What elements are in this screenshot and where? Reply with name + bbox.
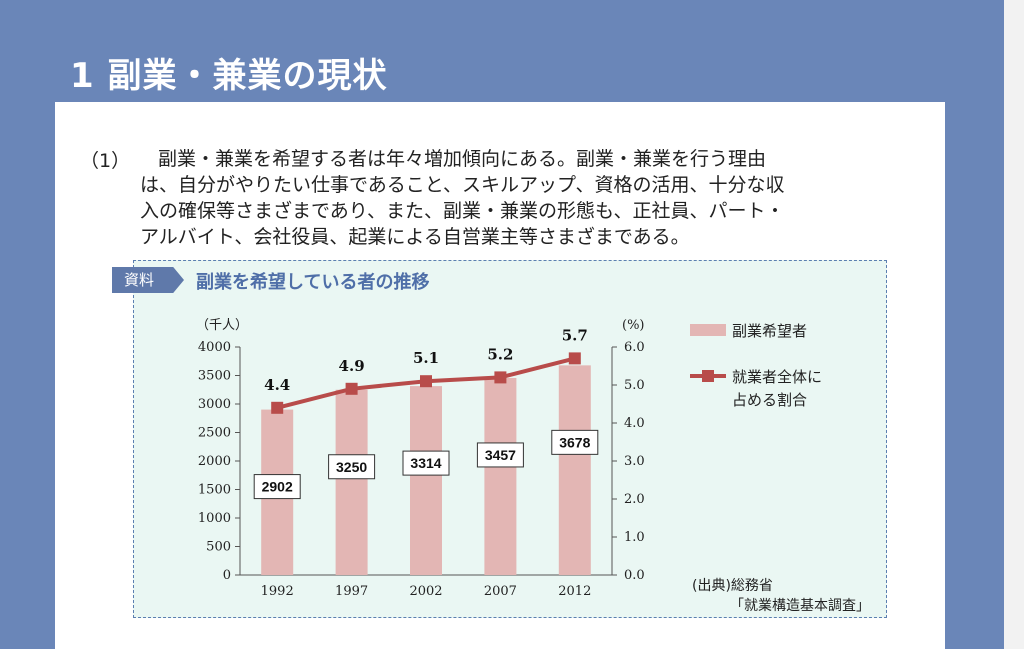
bar-value-label: 3314 — [410, 455, 441, 471]
ratio-value-label: 5.7 — [562, 326, 588, 344]
ratio-value-label: 4.4 — [264, 376, 290, 394]
bar — [410, 386, 442, 575]
paragraph-line: 副業・兼業を希望する者は年々増加傾向にある。副業・兼業を行う理由 — [158, 148, 767, 170]
right-tick-label: 6.0 — [624, 340, 645, 355]
bar-value-label: 3457 — [485, 447, 516, 463]
left-tick-label: 2500 — [198, 426, 231, 441]
ratio-value-label: 5.1 — [413, 349, 439, 367]
right-axis-unit: (%) — [622, 318, 645, 333]
right-tick-label: 0.0 — [624, 568, 645, 583]
x-tick-label: 2002 — [409, 584, 442, 599]
legend-line-label: 就業者全体に — [732, 368, 822, 386]
bar-value-box — [402, 450, 450, 476]
x-tick-label: 2007 — [484, 584, 517, 599]
paragraph-line: アルバイト、会社役員、起業による自営業主等さまざまである。 — [140, 226, 690, 248]
left-tick-label: 2000 — [198, 454, 231, 469]
right-tick-label: 1.0 — [624, 530, 645, 545]
x-tick-label: 2012 — [558, 584, 591, 599]
x-tick-label: 1997 — [335, 584, 368, 599]
bar — [484, 377, 517, 575]
source-line: 「就業構造基本調査」 — [730, 598, 870, 614]
paragraph-line: 入の確保等さまざまであり、また、副業・兼業の形態も、正社員、パート・ — [140, 200, 785, 222]
bar-value-box — [551, 429, 599, 455]
left-tick-label: 1500 — [198, 483, 231, 498]
ratio-value-label: 5.2 — [487, 345, 513, 363]
page-edge — [1004, 0, 1024, 649]
bar — [558, 365, 591, 575]
legend-line-marker — [702, 370, 714, 382]
source-line: (出典)総務省 — [692, 578, 773, 594]
bar-value-box — [253, 474, 301, 500]
bar — [335, 389, 368, 575]
bar-value-label: 3250 — [336, 459, 367, 475]
ratio-point — [494, 371, 507, 384]
paragraph-text: 副業・兼業を希望する者は年々増加傾向にある。副業・兼業を行う理由 は、自分がやり… — [140, 146, 900, 250]
legend-bar-swatch — [690, 324, 726, 336]
legend-line-label: 占める割合 — [732, 391, 807, 409]
chart-source: (出典)総務省 「就業構造基本調査」 — [692, 576, 870, 616]
bar-value-label: 3678 — [559, 434, 590, 450]
paragraph-line: は、自分がやりたい仕事であること、スキルアップ、資格の活用、十分な収 — [140, 174, 785, 196]
left-tick-label: 3000 — [198, 397, 231, 412]
bar-value-box — [476, 442, 524, 468]
figure-tag: 資料 — [112, 267, 184, 293]
right-tick-label: 4.0 — [624, 416, 645, 431]
left-tick-label: 1000 — [198, 511, 231, 526]
left-tick-label: 0 — [223, 568, 231, 583]
ratio-point — [271, 401, 284, 414]
ratio-point — [345, 382, 358, 395]
ratio-value-label: 4.9 — [339, 357, 365, 375]
ratio-point — [568, 352, 581, 365]
bar-value-box — [328, 454, 376, 480]
legend-bar-label: 副業希望者 — [732, 322, 807, 340]
bar-value-label: 2902 — [262, 479, 293, 495]
ratio-point — [420, 375, 432, 388]
paragraph-number: （1） — [80, 150, 131, 172]
left-axis-unit: （千人） — [196, 318, 248, 333]
left-tick-label: 500 — [206, 540, 231, 555]
chart-title: 副業を希望している者の推移 — [196, 272, 430, 293]
right-tick-label: 2.0 — [624, 492, 645, 507]
right-tick-label: 5.0 — [624, 378, 645, 393]
left-tick-label: 4000 — [198, 340, 231, 355]
right-tick-label: 3.0 — [624, 454, 645, 469]
x-tick-label: 1992 — [261, 584, 294, 599]
left-tick-label: 3500 — [198, 369, 231, 384]
section-heading: 1 副業・兼業の現状 — [70, 56, 388, 96]
